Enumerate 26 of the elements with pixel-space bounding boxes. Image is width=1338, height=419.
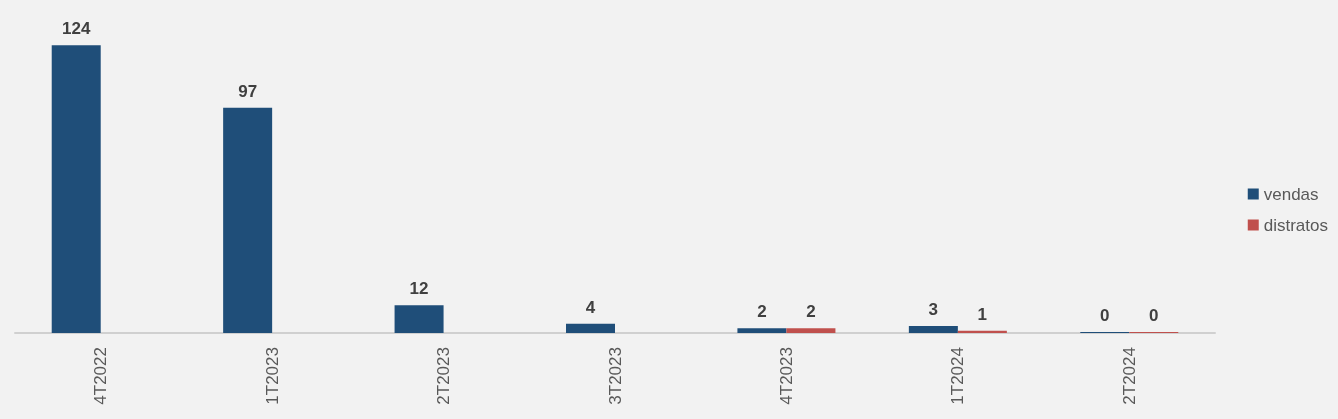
legend-label: vendas: [1263, 184, 1319, 204]
x-tick-label: 3T2023: [605, 347, 625, 405]
x-tick-label: 2T2024: [1119, 347, 1139, 405]
data-label: 4: [585, 297, 596, 317]
bar: [566, 323, 615, 333]
data-label: 1: [977, 304, 988, 324]
data-label: 12: [409, 279, 429, 299]
data-label: 97: [238, 81, 258, 101]
bar: [51, 45, 101, 333]
x-tick-label: 4T2023: [776, 347, 796, 405]
data-label: 0: [1149, 306, 1159, 325]
x-tick-label: 4T2022: [91, 347, 111, 405]
bar: [223, 107, 273, 333]
data-label: 2: [757, 302, 767, 322]
data-label: 124: [62, 19, 91, 39]
bar: [737, 328, 787, 333]
x-tick-label: 1T2024: [948, 347, 968, 405]
data-label: 0: [1100, 306, 1110, 325]
bar: [908, 326, 958, 333]
bar: [394, 305, 444, 333]
data-label: 2: [806, 302, 816, 322]
bar: [786, 328, 836, 333]
x-tick-label: 2T2023: [434, 347, 454, 405]
legend-label: distratos: [1263, 215, 1328, 235]
x-tick-label: 1T2023: [262, 347, 282, 405]
data-label: 3: [928, 300, 939, 320]
